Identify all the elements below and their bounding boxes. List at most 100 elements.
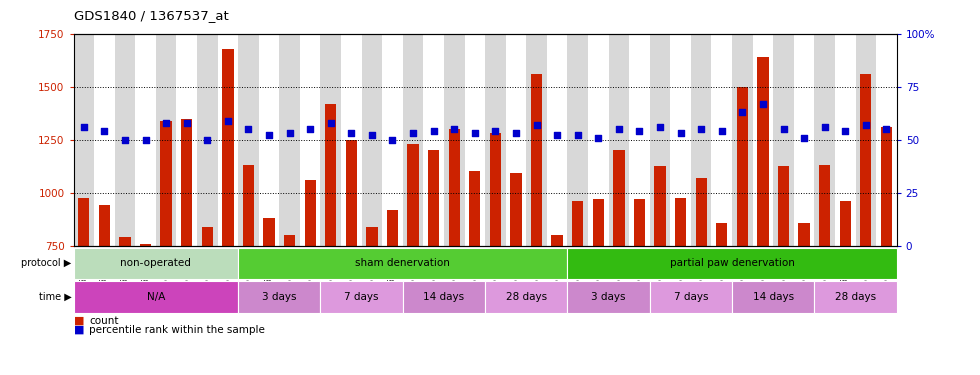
Bar — [465, 34, 485, 246]
Bar — [94, 34, 115, 246]
Point — [549, 132, 564, 138]
Bar — [218, 34, 238, 246]
Text: GDS1840 / 1367537_at: GDS1840 / 1367537_at — [74, 9, 228, 22]
Bar — [876, 34, 897, 246]
Text: 3 days: 3 days — [262, 292, 297, 302]
Text: partial paw denervation: partial paw denervation — [669, 258, 795, 268]
Bar — [737, 87, 748, 246]
Bar — [341, 34, 362, 246]
Bar — [78, 198, 89, 246]
Bar — [609, 34, 629, 246]
Bar — [156, 34, 176, 246]
Point — [303, 126, 318, 132]
Bar — [264, 218, 274, 246]
Bar — [531, 74, 542, 246]
Bar — [773, 34, 794, 246]
Bar — [320, 281, 403, 313]
Point — [817, 124, 833, 130]
Text: 3 days: 3 days — [591, 292, 626, 302]
Point — [261, 132, 277, 138]
Text: non-operated: non-operated — [121, 258, 191, 268]
Bar — [732, 281, 814, 313]
Point — [858, 122, 874, 128]
Text: 7 days: 7 days — [673, 292, 709, 302]
Point — [75, 124, 92, 130]
Point — [118, 137, 133, 143]
Bar — [300, 34, 320, 246]
Bar — [259, 34, 279, 246]
Point — [735, 109, 751, 115]
Bar — [696, 178, 707, 246]
Point — [529, 122, 545, 128]
Text: N/A: N/A — [147, 292, 165, 302]
Point — [612, 126, 627, 132]
Bar — [120, 237, 130, 246]
Bar — [650, 34, 670, 246]
Point — [406, 130, 421, 136]
Bar — [325, 104, 336, 246]
Bar — [403, 34, 423, 246]
Bar — [74, 281, 238, 313]
Bar — [243, 165, 254, 246]
Text: 28 days: 28 days — [506, 292, 547, 302]
Point — [590, 135, 606, 141]
Point — [365, 132, 380, 138]
Bar — [840, 201, 851, 246]
Bar — [711, 34, 732, 246]
Point — [96, 128, 112, 134]
Text: 14 days: 14 days — [753, 292, 794, 302]
Point — [776, 126, 792, 132]
Bar — [320, 34, 341, 246]
Point — [837, 128, 853, 134]
Point — [426, 128, 442, 134]
Bar — [428, 150, 439, 246]
Point — [570, 132, 586, 138]
Bar — [716, 224, 727, 246]
Bar — [655, 166, 665, 246]
Bar — [588, 34, 609, 246]
Bar — [305, 180, 316, 246]
Point — [879, 126, 895, 132]
Point — [653, 124, 668, 130]
Bar — [856, 34, 876, 246]
Bar — [485, 34, 506, 246]
Bar — [485, 281, 567, 313]
Bar — [202, 226, 213, 246]
Bar — [449, 129, 460, 246]
Point — [488, 128, 504, 134]
Bar — [567, 248, 897, 279]
Bar — [176, 34, 197, 246]
Bar — [403, 281, 485, 313]
Bar — [74, 34, 94, 246]
Bar — [526, 34, 547, 246]
Bar — [835, 34, 856, 246]
Bar — [552, 235, 563, 246]
Point — [344, 130, 360, 136]
Bar — [675, 198, 686, 246]
Bar — [135, 34, 156, 246]
Bar — [362, 34, 382, 246]
Bar — [444, 34, 465, 246]
Bar — [819, 165, 830, 246]
Text: ■: ■ — [74, 316, 84, 326]
Bar — [408, 144, 418, 246]
Bar — [222, 49, 233, 246]
Bar — [279, 34, 300, 246]
Bar — [753, 34, 773, 246]
Text: 14 days: 14 days — [423, 292, 465, 302]
Bar — [650, 281, 732, 313]
Text: sham denervation: sham denervation — [356, 258, 450, 268]
Bar — [758, 57, 768, 246]
Bar — [181, 118, 192, 246]
Bar — [547, 34, 567, 246]
Bar — [197, 34, 218, 246]
Bar — [238, 34, 259, 246]
Text: 7 days: 7 days — [344, 292, 379, 302]
Text: 28 days: 28 days — [835, 292, 876, 302]
Point — [179, 120, 195, 126]
Bar — [567, 281, 650, 313]
Bar — [860, 74, 871, 246]
Bar — [387, 210, 398, 246]
Point — [447, 126, 463, 132]
Bar — [634, 199, 645, 246]
